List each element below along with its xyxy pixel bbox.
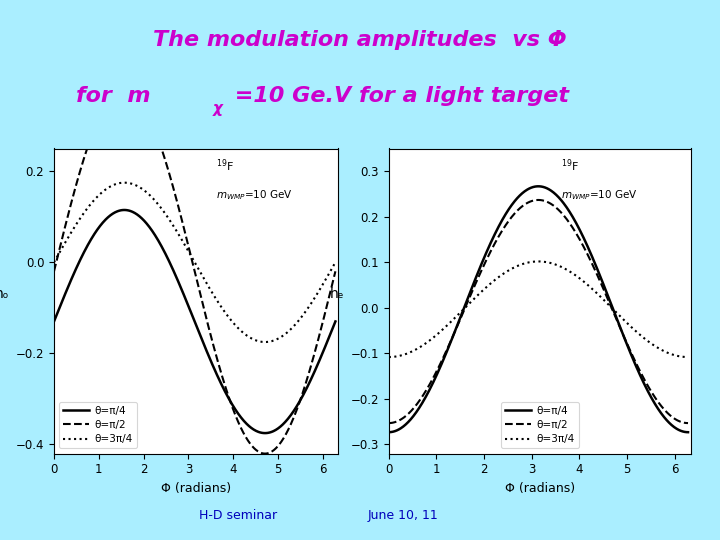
θ=3π/4: [611, 307, 619, 314]
θ=π/4: [534, 183, 542, 190]
θ=π/2: [520, 201, 528, 208]
θ=π/4: [520, 188, 528, 195]
θ=3π/4: [216, 302, 225, 309]
X-axis label: Φ (radians): Φ (radians): [505, 482, 575, 495]
θ=3π/4: [177, 237, 186, 243]
Line: θ=3π/4: θ=3π/4: [54, 183, 336, 342]
θ=3π/4: [238, 329, 247, 335]
θ=π/2: [611, 312, 619, 318]
Text: H-D seminar: H-D seminar: [199, 509, 276, 522]
θ=π/2: [263, 450, 271, 457]
Text: χ: χ: [212, 100, 222, 116]
Legend: θ=π/4, θ=π/2, θ=3π/4: θ=π/4, θ=π/2, θ=3π/4: [501, 402, 579, 448]
θ=π/4: [261, 430, 269, 436]
θ=π/2: [585, 254, 593, 261]
θ=3π/4: [50, 259, 58, 266]
θ=3π/4: [261, 339, 269, 345]
θ=π/4: [331, 318, 340, 325]
X-axis label: Φ (radians): Φ (radians): [161, 482, 231, 495]
θ=π/2: [177, 217, 186, 223]
θ=3π/4: [263, 339, 271, 345]
θ=3π/4: [331, 259, 340, 266]
θ=π/4: [684, 429, 693, 435]
θ=π/2: [331, 268, 340, 274]
Y-axis label: hₑ: hₑ: [330, 287, 344, 301]
θ=π/4: [99, 218, 108, 225]
θ=3π/4: [122, 179, 131, 186]
θ=π/2: [684, 420, 693, 426]
Line: θ=π/4: θ=π/4: [389, 186, 688, 432]
θ=3π/4: [99, 187, 108, 194]
θ=3π/4: [520, 260, 528, 267]
Line: θ=3π/4: θ=3π/4: [389, 261, 688, 357]
θ=π/2: [122, 86, 131, 93]
θ=3π/4: [120, 179, 129, 186]
Line: θ=π/2: θ=π/2: [54, 89, 336, 454]
θ=3π/4: [462, 304, 470, 310]
θ=3π/4: [384, 354, 393, 360]
θ=π/4: [50, 318, 58, 325]
θ=π/4: [462, 300, 470, 307]
θ=π/4: [611, 310, 619, 316]
θ=3π/4: [684, 354, 693, 360]
θ=π/4: [238, 416, 247, 422]
Legend: θ=π/4, θ=π/2, θ=3π/4: θ=π/4, θ=π/2, θ=3π/4: [59, 402, 137, 448]
θ=π/4: [384, 429, 393, 435]
Text: $^{19}$F: $^{19}$F: [216, 158, 234, 174]
θ=π/4: [438, 360, 446, 367]
Line: θ=π/4: θ=π/4: [54, 210, 336, 433]
θ=3π/4: [562, 266, 570, 272]
θ=π/2: [534, 197, 542, 203]
θ=π/2: [120, 86, 129, 92]
θ=π/2: [99, 105, 108, 111]
θ=3π/4: [438, 327, 446, 334]
θ=π/4: [263, 430, 271, 436]
θ=π/2: [462, 303, 470, 309]
θ=π/4: [177, 287, 186, 293]
Text: $m_{WMP}$=10 GeV: $m_{WMP}$=10 GeV: [561, 188, 638, 202]
θ=3π/4: [585, 283, 593, 289]
θ=π/4: [562, 202, 570, 209]
Y-axis label: hₒ: hₒ: [0, 287, 9, 301]
θ=π/2: [261, 450, 269, 457]
θ=π/2: [238, 428, 247, 434]
θ=π/2: [216, 367, 225, 373]
θ=π/4: [216, 379, 225, 385]
Text: June 10, 11: June 10, 11: [368, 509, 438, 522]
Text: =10 Ge.V for a light target: =10 Ge.V for a light target: [227, 86, 569, 106]
Line: θ=π/2: θ=π/2: [389, 200, 688, 423]
Text: $^{19}$F: $^{19}$F: [561, 158, 579, 174]
θ=π/2: [438, 357, 446, 364]
θ=3π/4: [534, 258, 542, 265]
θ=π/2: [384, 420, 393, 426]
Text: $m_{WMP}$=10 GeV: $m_{WMP}$=10 GeV: [216, 188, 293, 202]
Text: The modulation amplitudes  vs Φ: The modulation amplitudes vs Φ: [153, 30, 567, 51]
θ=π/4: [585, 247, 593, 253]
θ=π/2: [50, 268, 58, 274]
θ=π/4: [120, 207, 129, 213]
θ=π/2: [562, 214, 570, 221]
θ=π/4: [122, 207, 131, 213]
Text: for  m: for m: [76, 86, 150, 106]
